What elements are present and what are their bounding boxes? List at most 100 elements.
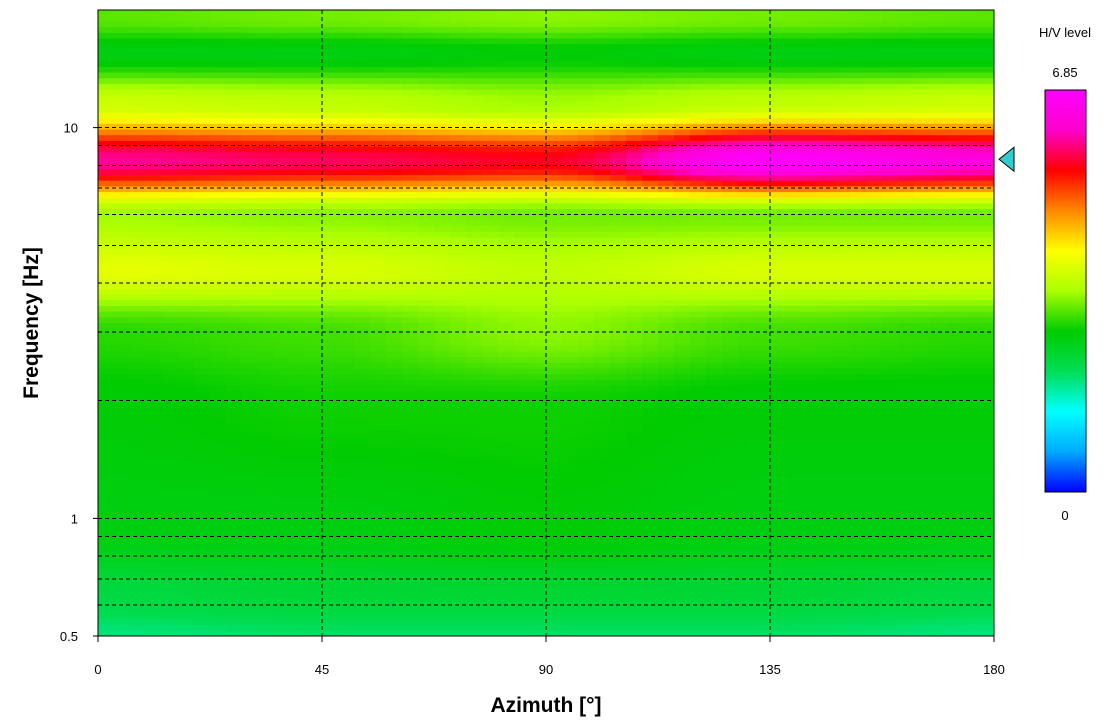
heatmap-cell xyxy=(418,470,435,478)
heatmap-cell xyxy=(290,44,307,51)
heatmap-cell xyxy=(706,431,723,438)
heatmap-cell xyxy=(482,351,499,358)
heatmap-cell xyxy=(130,300,147,307)
heatmap-cell xyxy=(402,379,419,387)
heatmap-cell xyxy=(370,351,387,358)
heatmap-cell xyxy=(930,32,947,40)
heatmap-cell xyxy=(402,391,419,398)
heatmap-cell xyxy=(898,499,915,506)
heatmap-cell xyxy=(706,15,723,22)
heatmap-cell xyxy=(322,488,339,495)
heatmap-cell xyxy=(242,214,259,222)
heatmap-cell xyxy=(450,123,467,131)
heatmap-cell xyxy=(162,21,179,28)
heatmap-cell xyxy=(258,27,275,34)
heatmap-cell xyxy=(498,129,515,136)
heatmap-cell xyxy=(770,180,787,188)
heatmap-cell xyxy=(770,294,787,301)
heatmap-cell xyxy=(530,488,547,495)
heatmap-cell xyxy=(722,510,739,518)
heatmap-cell xyxy=(434,408,451,415)
heatmap-cell xyxy=(914,379,931,387)
heatmap-cell xyxy=(594,186,611,193)
heatmap-cell xyxy=(546,55,563,62)
heatmap-cell xyxy=(322,95,339,102)
heatmap-cell xyxy=(402,21,419,28)
heatmap-cell xyxy=(322,453,339,461)
heatmap-cell xyxy=(354,294,371,301)
heatmap-cell xyxy=(370,186,387,193)
heatmap-cell xyxy=(930,95,947,102)
heatmap-cell xyxy=(802,226,819,233)
heatmap-cell xyxy=(450,459,467,466)
heatmap-cell xyxy=(322,140,339,148)
heatmap-cell xyxy=(98,140,115,148)
heatmap-cell xyxy=(258,402,275,409)
heatmap-cell xyxy=(530,66,547,74)
heatmap-cell xyxy=(482,300,499,307)
heatmap-cell xyxy=(418,396,435,404)
heatmap-cell xyxy=(370,169,387,176)
heatmap-cell xyxy=(514,499,531,506)
heatmap-cell xyxy=(226,436,243,444)
heatmap-cell xyxy=(802,345,819,353)
heatmap-cell xyxy=(866,470,883,478)
heatmap-cell xyxy=(562,197,579,205)
heatmap-cell xyxy=(546,163,563,170)
heatmap-cell xyxy=(482,106,499,114)
heatmap-cell xyxy=(98,459,115,466)
heatmap-cell xyxy=(242,44,259,51)
heatmap-cell xyxy=(850,351,867,358)
heatmap-cell xyxy=(98,402,115,409)
heatmap-cell xyxy=(146,362,163,370)
heatmap-cell xyxy=(290,249,307,256)
heatmap-cell xyxy=(850,396,867,404)
heatmap-cell xyxy=(242,340,259,347)
heatmap-cell xyxy=(786,15,803,22)
heatmap-cell xyxy=(914,209,931,216)
heatmap-cell xyxy=(290,425,307,432)
heatmap-cell xyxy=(370,220,387,227)
heatmap-cell xyxy=(466,95,483,102)
heatmap-cell xyxy=(514,442,531,449)
heatmap-cell xyxy=(946,49,963,57)
heatmap-cell xyxy=(818,294,835,301)
heatmap-cell xyxy=(930,368,947,375)
heatmap-cell xyxy=(258,146,275,153)
heatmap-cell xyxy=(930,510,947,518)
heatmap-cell xyxy=(162,317,179,324)
heatmap-cell xyxy=(210,123,227,131)
heatmap-cell xyxy=(514,425,531,432)
heatmap-cell xyxy=(530,465,547,472)
heatmap-cell xyxy=(706,237,723,244)
heatmap-cell xyxy=(834,49,851,57)
heatmap-cell xyxy=(930,357,947,364)
heatmap-cell xyxy=(402,340,419,347)
heatmap-cell xyxy=(690,112,707,119)
heatmap-cell xyxy=(354,106,371,114)
heatmap-cell xyxy=(130,340,147,347)
heatmap-cell xyxy=(242,152,259,159)
heatmap-cell xyxy=(834,385,851,392)
heatmap-cell xyxy=(978,419,994,427)
heatmap-cell xyxy=(802,243,819,250)
heatmap-cell xyxy=(770,436,787,444)
heatmap-cell xyxy=(930,300,947,307)
heatmap-cell xyxy=(306,436,323,444)
heatmap-cell xyxy=(706,391,723,398)
heatmap-cell xyxy=(274,175,291,182)
heatmap-cell xyxy=(690,488,707,495)
heatmap-cell xyxy=(882,271,899,279)
heatmap-cell xyxy=(386,129,403,136)
heatmap-cell xyxy=(690,66,707,74)
heatmap-cell xyxy=(594,277,611,284)
heatmap-cell xyxy=(370,294,387,301)
heatmap-cell xyxy=(642,385,659,392)
heatmap-cell xyxy=(690,123,707,131)
heatmap-cell xyxy=(130,391,147,398)
heatmap-cell xyxy=(786,220,803,227)
heatmap-cell xyxy=(210,476,227,483)
heatmap-cell xyxy=(114,146,131,153)
heatmap-cell xyxy=(866,32,883,40)
heatmap-cell xyxy=(306,66,323,74)
